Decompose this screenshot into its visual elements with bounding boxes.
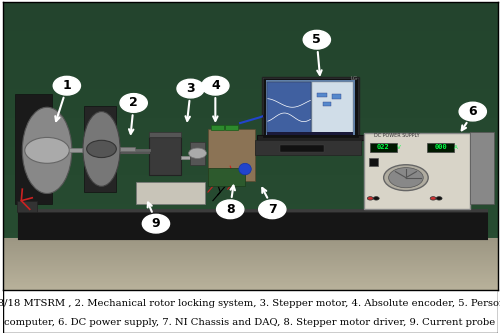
Bar xyxy=(317,93,326,97)
Text: 7: 7 xyxy=(268,203,276,216)
Bar xyxy=(70,148,82,152)
Bar xyxy=(212,125,224,130)
Circle shape xyxy=(25,137,70,163)
Text: 5: 5 xyxy=(312,33,321,46)
FancyBboxPatch shape xyxy=(2,290,498,333)
Bar xyxy=(208,168,245,186)
Circle shape xyxy=(388,168,423,188)
Bar xyxy=(120,147,134,151)
Bar xyxy=(267,132,353,135)
Circle shape xyxy=(430,197,436,200)
Text: A: A xyxy=(454,145,458,150)
Ellipse shape xyxy=(459,102,486,121)
Ellipse shape xyxy=(53,76,80,95)
Bar xyxy=(148,137,180,175)
Bar xyxy=(180,156,190,159)
Circle shape xyxy=(188,148,206,158)
Bar xyxy=(15,94,52,204)
Bar xyxy=(148,132,180,137)
Bar xyxy=(208,129,255,181)
Bar xyxy=(258,135,364,140)
Circle shape xyxy=(436,197,442,200)
Text: 3: 3 xyxy=(186,82,195,95)
Bar xyxy=(364,133,470,209)
Text: 1. 8/18 MTSRM , 2. Mechanical rotor locking system, 3. Stepper motor, 4. Absolut: 1. 8/18 MTSRM , 2. Mechanical rotor lock… xyxy=(0,299,500,308)
Circle shape xyxy=(384,165,428,191)
Bar xyxy=(264,78,358,137)
Bar xyxy=(84,106,116,192)
Text: 2: 2 xyxy=(130,96,138,110)
Text: 9: 9 xyxy=(152,217,160,230)
Bar xyxy=(369,158,378,166)
Bar xyxy=(370,143,397,152)
Ellipse shape xyxy=(239,163,251,175)
Ellipse shape xyxy=(83,112,120,186)
Ellipse shape xyxy=(202,76,229,95)
Circle shape xyxy=(368,197,374,200)
Text: 022: 022 xyxy=(377,144,390,150)
Circle shape xyxy=(86,140,117,157)
Text: 4: 4 xyxy=(211,79,220,92)
Bar xyxy=(427,143,454,152)
Bar xyxy=(190,142,206,165)
Bar xyxy=(255,140,362,155)
Text: computer, 6. DC power supply, 7. NI Chassis and DAQ, 8. Stepper motor driver, 9.: computer, 6. DC power supply, 7. NI Chas… xyxy=(4,318,496,327)
Bar xyxy=(324,103,330,106)
Text: LG: LG xyxy=(350,76,358,81)
Ellipse shape xyxy=(142,214,170,233)
Ellipse shape xyxy=(303,30,330,49)
Bar xyxy=(225,125,237,130)
Text: 1: 1 xyxy=(62,79,71,92)
Bar xyxy=(136,182,205,204)
Ellipse shape xyxy=(22,107,72,194)
Bar xyxy=(280,145,324,152)
Bar xyxy=(312,82,353,133)
Ellipse shape xyxy=(216,200,244,219)
Bar xyxy=(18,201,37,212)
Bar xyxy=(470,132,494,204)
Text: DC POWER SUPPLY: DC POWER SUPPLY xyxy=(374,134,420,138)
Bar xyxy=(267,82,312,133)
Bar xyxy=(266,80,355,135)
Text: 000: 000 xyxy=(434,144,447,150)
Text: V: V xyxy=(396,145,400,150)
Text: 8: 8 xyxy=(226,203,234,216)
Circle shape xyxy=(374,197,379,200)
Ellipse shape xyxy=(177,79,204,98)
Text: 6: 6 xyxy=(468,105,477,118)
Bar xyxy=(262,77,359,137)
Ellipse shape xyxy=(258,200,286,219)
Bar xyxy=(332,94,340,98)
Ellipse shape xyxy=(120,93,148,112)
